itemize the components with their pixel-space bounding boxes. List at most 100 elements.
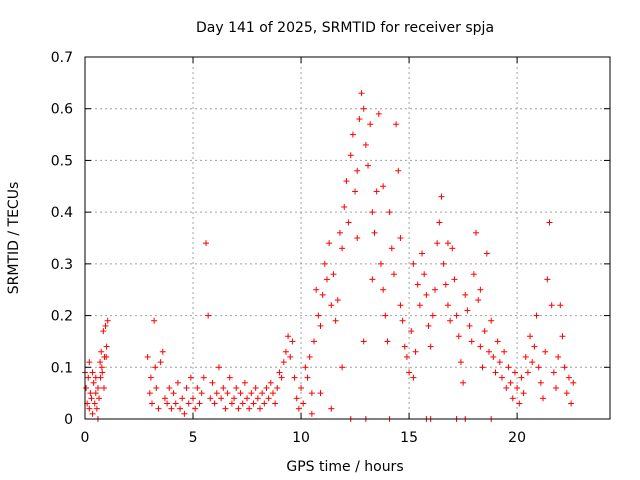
x-tick-label: 20: [508, 430, 526, 446]
data-point-marker: [272, 400, 279, 407]
data-point-marker: [336, 229, 343, 236]
data-point-marker: [166, 384, 173, 391]
x-axis-label: GPS time / hours: [286, 459, 403, 475]
data-point-marker: [388, 245, 395, 252]
data-point-marker: [354, 167, 361, 174]
data-point-marker: [304, 374, 311, 381]
data-point-marker: [408, 328, 415, 335]
data-point-marker: [537, 379, 544, 386]
data-point-marker: [548, 302, 555, 309]
data-point-marker: [224, 390, 231, 397]
data-point-marker: [151, 317, 158, 324]
data-point-marker: [347, 152, 354, 159]
data-point-marker: [298, 384, 305, 391]
data-point-marker: [375, 110, 382, 117]
data-point-marker: [432, 286, 438, 293]
data-point-marker: [147, 374, 154, 381]
data-point-marker: [477, 286, 484, 293]
data-point-marker: [524, 369, 531, 376]
data-point-marker: [231, 395, 238, 402]
data-point-marker: [101, 384, 108, 391]
data-point-marker: [464, 307, 471, 314]
data-point-marker: [421, 271, 428, 278]
data-point-marker: [185, 400, 192, 407]
data-point-marker: [311, 338, 318, 345]
data-point-marker: [209, 379, 216, 386]
data-point-marker: [308, 390, 315, 397]
data-point-marker: [509, 395, 516, 402]
data-point-marker: [302, 364, 309, 371]
data-point-marker: [367, 121, 374, 128]
data-point-marker: [155, 405, 162, 412]
data-point-marker: [518, 374, 525, 381]
y-tick-label: 0: [64, 412, 73, 428]
data-point-marker: [146, 390, 153, 397]
data-point-marker: [360, 338, 367, 345]
data-point-marker: [507, 379, 514, 386]
data-point-marker: [92, 374, 99, 381]
data-point-marker: [183, 384, 190, 391]
data-point-marker: [339, 245, 346, 252]
data-point-marker: [291, 374, 298, 381]
data-point-marker: [241, 379, 248, 386]
data-point-marker: [479, 364, 486, 371]
data-point-marker: [395, 167, 402, 174]
data-point-marker: [360, 105, 367, 112]
data-point-marker: [520, 390, 527, 397]
data-point-marker: [542, 348, 549, 355]
data-point-marker: [457, 359, 464, 366]
data-point-marker: [220, 384, 227, 391]
data-point-marker: [190, 395, 197, 402]
data-point-marker: [341, 203, 348, 210]
y-tick-label: 0.6: [51, 102, 73, 118]
data-point-marker: [436, 219, 443, 226]
data-point-marker: [544, 276, 551, 283]
data-point-marker: [282, 348, 289, 355]
data-point-marker: [434, 240, 441, 247]
data-point-marker: [570, 379, 577, 386]
data-point-marker: [440, 260, 447, 267]
data-point-marker: [319, 291, 326, 298]
data-point-marker: [354, 235, 361, 241]
data-point-marker: [239, 400, 246, 407]
data-point-marker: [403, 353, 410, 360]
data-point-marker: [287, 353, 294, 360]
data-point-marker: [100, 328, 107, 335]
data-point-marker: [89, 369, 96, 376]
data-point-marker: [92, 390, 99, 397]
data-point-marker: [546, 219, 553, 226]
data-point-marker: [568, 400, 575, 407]
data-point-marker: [447, 317, 454, 324]
data-point-marker: [211, 400, 218, 407]
data-point-marker: [222, 405, 229, 412]
data-point-marker: [86, 359, 93, 366]
data-point-marker: [503, 384, 510, 391]
data-point-marker: [87, 390, 94, 397]
data-point-marker: [488, 317, 495, 324]
data-point-marker: [427, 343, 434, 350]
data-point-marker: [248, 390, 255, 397]
data-point-marker: [88, 395, 95, 402]
data-point-marker: [83, 384, 90, 391]
y-tick-label: 0.4: [51, 205, 73, 221]
data-point-marker: [442, 281, 449, 288]
data-point-marker: [498, 374, 505, 381]
y-tick-label: 0.2: [51, 309, 73, 325]
data-point-marker: [462, 291, 469, 298]
data-point-marker: [380, 183, 387, 190]
data-point-marker: [343, 178, 350, 185]
data-point-marker: [94, 384, 101, 391]
data-point-marker: [261, 400, 268, 407]
data-point-marker: [323, 276, 330, 283]
x-tick-label: 15: [400, 430, 418, 446]
data-point-marker: [401, 343, 408, 350]
data-point-marker: [455, 333, 462, 340]
data-point-marker: [205, 312, 212, 319]
data-point-marker: [540, 395, 547, 402]
data-point-marker: [177, 405, 184, 412]
data-point-marker: [535, 364, 542, 371]
data-point-marker: [531, 343, 538, 350]
data-point-marker: [416, 302, 423, 309]
grid: [85, 57, 610, 419]
data-point-marker: [172, 400, 179, 407]
